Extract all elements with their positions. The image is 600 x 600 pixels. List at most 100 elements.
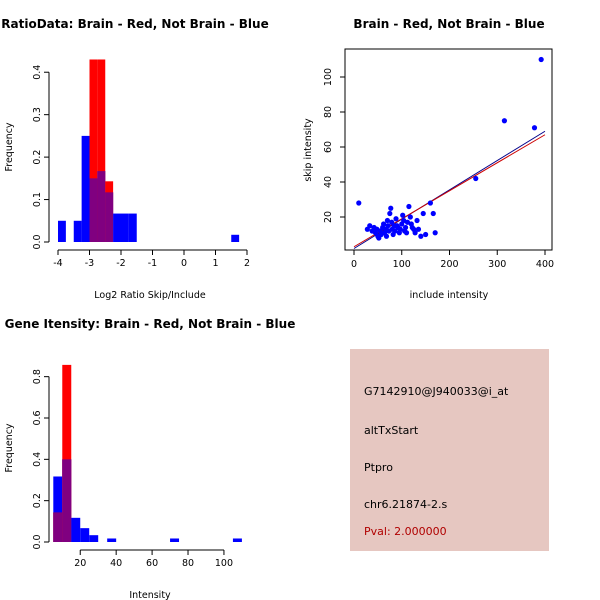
intensity-histogram-brain-bar bbox=[62, 364, 72, 542]
ratio-histogram-y-tick-label: 0.2 bbox=[32, 150, 43, 165]
probe-info-box: G7142910@J940033@i_at altTxStart Ptpro c… bbox=[350, 349, 549, 551]
scatter-title: Brain - Red, Not Brain - Blue bbox=[353, 17, 544, 31]
scatter-point bbox=[412, 230, 418, 236]
ratio-histogram-y-tick-label: 0.4 bbox=[32, 65, 43, 80]
intensity-scatter-panel: Brain - Red, Not Brain - Blue 0 100 200 300… bbox=[303, 17, 554, 301]
scatter-y-tick-label: 40 bbox=[323, 176, 334, 188]
ratio-histogram-x-tick-label: 1 bbox=[212, 258, 218, 269]
ratio-histogram-x-tick-label: -3 bbox=[85, 258, 94, 269]
ratio-histogram-not-brain-bar bbox=[128, 213, 137, 242]
scatter-point bbox=[381, 221, 387, 227]
intensity-histogram-overlap-bar bbox=[62, 459, 72, 542]
ratio-histogram-x-tick-label: 0 bbox=[181, 258, 187, 269]
scatter-point bbox=[384, 217, 391, 224]
scatter-point bbox=[403, 230, 410, 236]
intensity-histogram-x-tick-label: 60 bbox=[146, 558, 158, 569]
scatter-point bbox=[407, 214, 413, 220]
ratio-histogram-y-tick-label: 0.1 bbox=[32, 192, 43, 207]
genomic-location: chr6.21874-2.s bbox=[364, 498, 448, 511]
scatter-y-tick-label: 100 bbox=[323, 68, 334, 86]
scatter-point bbox=[393, 216, 399, 222]
pval-text: Pval: 2.000000 bbox=[364, 525, 447, 538]
ratio-histogram-overlap-bar bbox=[97, 171, 106, 242]
scatter-point bbox=[385, 223, 391, 229]
scatter-point bbox=[388, 205, 394, 211]
scatter-point bbox=[432, 230, 438, 236]
ratio-histogram-ylabel: Frequency bbox=[4, 122, 15, 171]
intensity-histogram-x-tick-label: 100 bbox=[215, 558, 233, 569]
intensity-histogram-x-tick-label: 40 bbox=[110, 558, 122, 569]
intensity-histogram-not-brain-bar bbox=[107, 538, 117, 542]
scatter-point bbox=[473, 175, 479, 182]
scatter-point bbox=[387, 210, 393, 217]
ratio-histogram-x-tick-label: -4 bbox=[53, 258, 62, 269]
ratio-histogram-x-tick-label: -2 bbox=[116, 258, 125, 269]
intensity-histogram-not-brain-bar bbox=[71, 517, 81, 542]
ratio-histogram-y-tick-label: 0.0 bbox=[32, 234, 43, 249]
intensity-histogram-y-tick-label: 0.8 bbox=[32, 369, 43, 384]
ratio-histogram-y-tick-label: 0.3 bbox=[32, 107, 43, 122]
scatter-point bbox=[538, 56, 544, 63]
ratio-histogram-xlabel: Log2 Ratio Skip/Include bbox=[94, 290, 206, 301]
scatter-point bbox=[356, 200, 362, 206]
scatter-point bbox=[415, 226, 422, 232]
intensity-histogram-x-tick-label: 20 bbox=[74, 558, 86, 569]
scatter-point bbox=[392, 228, 398, 234]
scatter-point bbox=[420, 210, 426, 217]
ratio-histogram-overlap-bar bbox=[105, 192, 114, 242]
intensity-histogram-y-tick-label: 0.0 bbox=[32, 534, 43, 549]
probe-id: G7142910@J940033@i_at bbox=[364, 385, 509, 398]
intensity-histogram-y-tick-label: 0.6 bbox=[32, 410, 43, 425]
scatter-xlabel: include intensity bbox=[410, 290, 489, 301]
intensity-histogram-not-brain-bar bbox=[89, 535, 99, 542]
ratio-histogram-not-brain-bar bbox=[113, 213, 121, 242]
scatter-point bbox=[501, 118, 508, 124]
intensity-histogram-overlap-bar bbox=[53, 512, 63, 542]
scatter-point bbox=[400, 212, 406, 218]
ratio-histogram-x-tick-label: -1 bbox=[148, 258, 157, 269]
ratio-histogram-brain-bar bbox=[89, 59, 98, 242]
intensity-histogram-not-brain-bar bbox=[232, 538, 242, 542]
scatter-x-tick-label: 0 bbox=[351, 259, 357, 270]
scatter-point bbox=[430, 210, 436, 217]
scatter-y-tick-label: 80 bbox=[323, 106, 334, 118]
scatter-plot-frame bbox=[344, 48, 553, 251]
scatter-x-tick-label: 100 bbox=[393, 259, 411, 270]
scatter-point bbox=[397, 226, 403, 232]
scatter-point bbox=[531, 125, 538, 131]
ratio-histogram-x-tick-label: 2 bbox=[244, 258, 250, 269]
ratio-histogram-not-brain-bar bbox=[73, 220, 82, 242]
scatter-point bbox=[406, 203, 412, 210]
intensity-histogram-not-brain-bar bbox=[80, 528, 90, 542]
ratio-histogram-not-brain-bar bbox=[231, 234, 240, 242]
intensity-histogram-not-brain-bar bbox=[53, 476, 63, 542]
intensity-histogram-x-tick-label: 80 bbox=[182, 558, 194, 569]
ratio-histogram-panel: RatioData: Brain - Red, Not Brain - Blue… bbox=[1, 17, 268, 301]
scatter-x-tick-label: 400 bbox=[536, 259, 554, 270]
scatter-point bbox=[418, 233, 424, 239]
intensity-histogram-y-tick-label: 0.2 bbox=[32, 493, 43, 508]
ratio-histogram-not-brain-bar bbox=[121, 213, 129, 242]
scatter-y-tick-label: 60 bbox=[323, 141, 334, 153]
event-type: altTxStart bbox=[364, 424, 419, 437]
scatter-point bbox=[383, 233, 390, 239]
intensity-histogram-title: Gene Itensity: Brain - Red, Not Brain - … bbox=[5, 317, 296, 331]
gene-name: Ptpro bbox=[364, 461, 393, 474]
ratio-histogram-title: RatioData: Brain - Red, Not Brain - Blue bbox=[1, 17, 268, 31]
intensity-histogram-ylabel: Frequency bbox=[4, 423, 15, 472]
scatter-point bbox=[427, 200, 433, 206]
scatter-y-tick-label: 20 bbox=[323, 211, 334, 223]
scatter-point bbox=[423, 231, 429, 238]
ratio-histogram-not-brain-bar bbox=[81, 135, 90, 242]
ratio-histogram-not-brain-bar bbox=[58, 220, 66, 242]
intensity-histogram-y-tick-label: 0.4 bbox=[32, 452, 43, 467]
scatter-x-tick-label: 300 bbox=[488, 259, 506, 270]
scatter-ylabel: skip intensity bbox=[303, 118, 314, 182]
intensity-histogram-panel: Gene Itensity: Brain - Red, Not Brain - … bbox=[4, 317, 295, 600]
scatter-x-tick-label: 200 bbox=[440, 259, 458, 270]
intensity-histogram-xlabel: Intensity bbox=[129, 590, 171, 600]
ratio-histogram-brain-bar bbox=[97, 59, 106, 242]
scatter-point bbox=[414, 217, 420, 224]
scatter-point bbox=[367, 223, 373, 229]
